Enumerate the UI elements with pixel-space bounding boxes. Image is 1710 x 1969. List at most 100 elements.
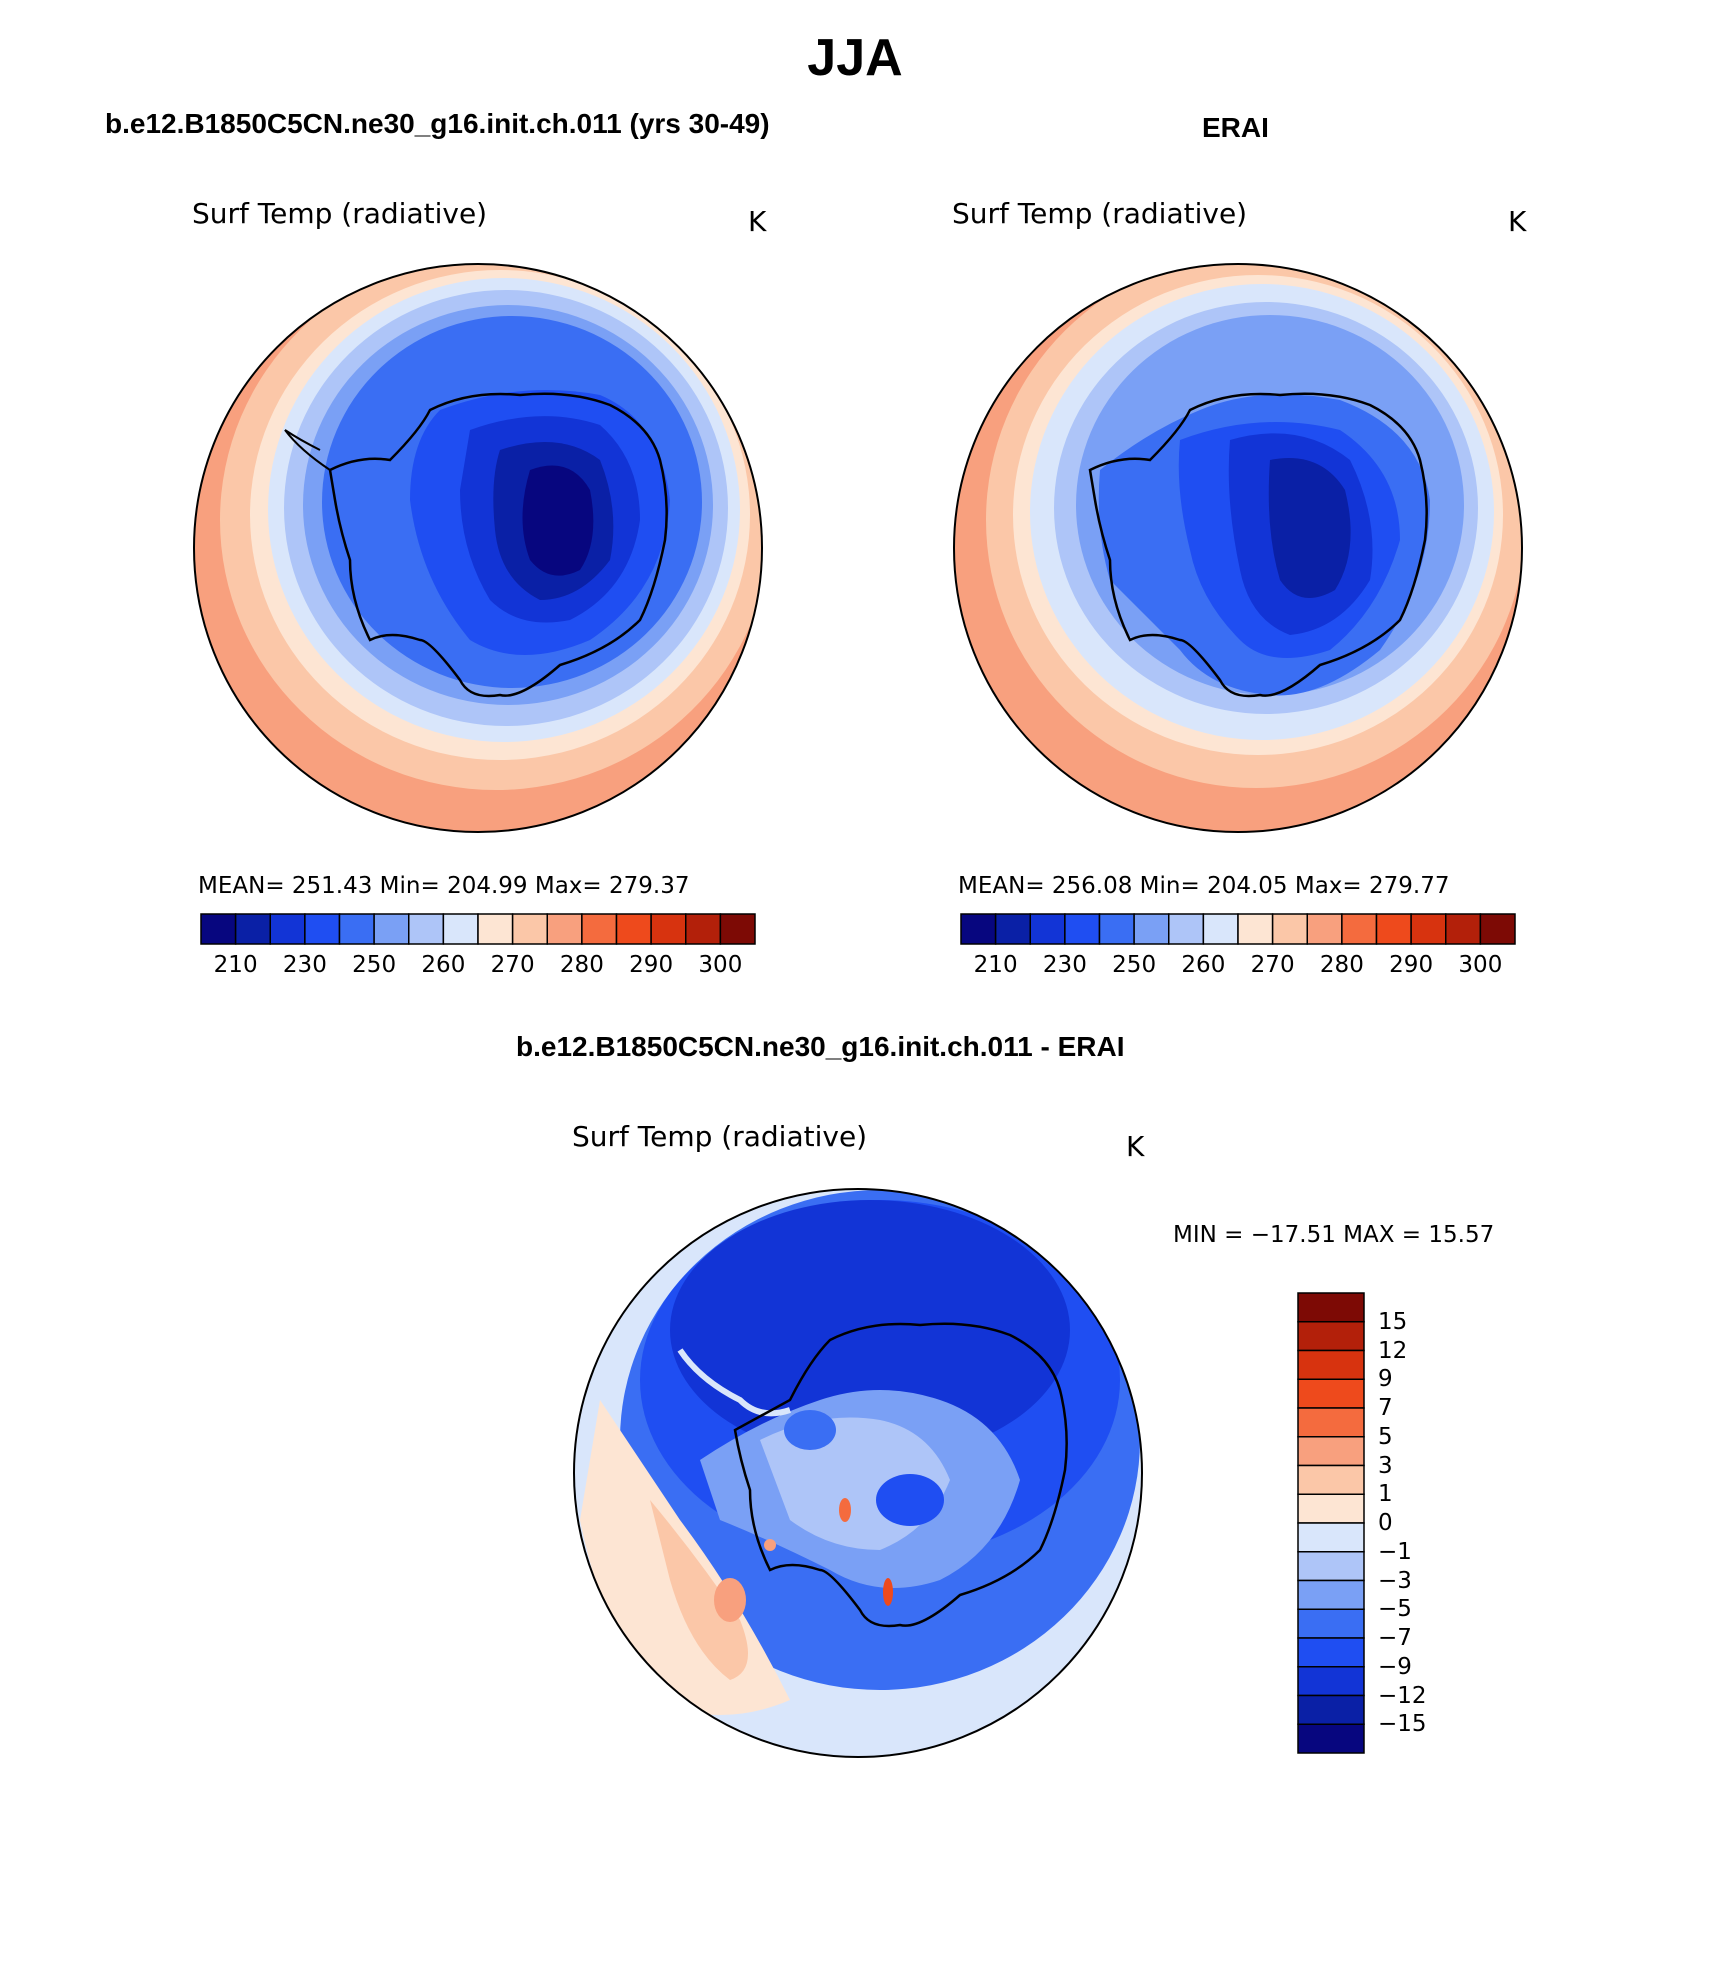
panel-1-colorbar-swatch <box>408 913 445 945</box>
temp-band-210 <box>522 465 594 576</box>
panel-1-colorbar-tick-label: 300 <box>698 952 743 978</box>
panel-2-variable-title: Surf Temp (radiative) <box>952 197 1248 230</box>
panel-3-colorbar-tick-label: −15 <box>1378 1711 1427 1738</box>
panel-2-colorbar-tick-label: 230 <box>1042 952 1087 978</box>
panel-2-colorbar-swatch <box>1341 913 1378 945</box>
ocean-warm-band <box>194 264 762 832</box>
panel-1-colorbar-swatch <box>477 913 514 945</box>
panel-3-colorbar-swatch <box>1297 1694 1365 1725</box>
panel-3-colorbar-swatch <box>1297 1407 1365 1438</box>
panel-3-units: K <box>1126 1130 1145 1163</box>
panel-2-colorbar-swatch <box>994 913 1031 945</box>
temp-band-250 <box>322 316 702 688</box>
panel-3-colorbar-tick-label: 15 <box>1378 1308 1408 1335</box>
panel-3-colorbar-tick-label: 3 <box>1378 1452 1393 1479</box>
temp-band-220 <box>493 442 614 600</box>
temp-band-265 <box>268 278 740 742</box>
panel-3-map-boundary <box>573 1188 1143 1758</box>
panel-2-colorbar-swatch <box>1133 913 1170 945</box>
temp-band-260 <box>284 290 728 726</box>
figure-title: JJA <box>807 29 903 87</box>
panel-3-colorbar-tick-label: −1 <box>1378 1538 1412 1565</box>
panel-1-units: K <box>748 205 767 238</box>
panel-1-variable-title: Surf Temp (radiative) <box>192 197 488 230</box>
panel-1-colorbar-tick-label: 210 <box>213 952 258 978</box>
panel-2-colorbar-tick-label: 290 <box>1389 952 1434 978</box>
panel-2-colorbar-swatch <box>1168 913 1205 945</box>
panel-3-colorbar-swatch <box>1297 1579 1365 1610</box>
temp-band-230 <box>460 416 640 623</box>
panel-1-colorbar-tick-label: 290 <box>629 952 674 978</box>
panel-3-colorbar-swatch <box>1297 1637 1365 1668</box>
panel-3-colorbar-swatch <box>1297 1292 1365 1323</box>
panel-2-colorbar-swatch <box>1479 913 1516 945</box>
panel-2-colorbar-tick-label: 260 <box>1181 952 1226 978</box>
panel-2-colorbar-tick-label: 280 <box>1319 952 1364 978</box>
panel-1-colorbar-swatch <box>685 913 722 945</box>
temp-band-270 <box>250 270 750 760</box>
panel-3-colorbar-tick-label: 9 <box>1378 1366 1393 1393</box>
panel-2-stats: MEAN= 256.08 Min= 204.05 Max= 279.77 <box>958 873 1450 899</box>
panel-1-colorbar-ticks: 210 230 250 260 270 280 290 300 <box>201 952 755 982</box>
panel-1-colorbar <box>200 913 756 945</box>
panel-2-colorbar-swatch <box>1029 913 1066 945</box>
panel-3-colorbar-tick-label: −7 <box>1378 1625 1412 1651</box>
panel-3-colorbar-ticks: 15 12 9 7 5 3 1 0 −1 −3 −5 −7 −9 −12 −15 <box>1378 1293 1458 1753</box>
panel-3-colorbar-tick-label: 1 <box>1378 1481 1393 1508</box>
temp-band-275 <box>220 264 762 790</box>
panel-3-colorbar-tick-label: −3 <box>1378 1567 1412 1594</box>
panel-2-case-title: ERAI <box>1202 112 1269 143</box>
panel-3-stats: MIN = −17.51 MAX = 15.57 <box>1173 1222 1495 1248</box>
panel-3-colorbar-tick-label: 12 <box>1378 1337 1408 1364</box>
panel-1-map-boundary <box>193 263 763 833</box>
panel-1-stats: MEAN= 251.43 Min= 204.99 Max= 279.37 <box>198 873 690 899</box>
panel-3-colorbar-tick-label: −5 <box>1378 1596 1412 1623</box>
panel-2-colorbar-swatch <box>1375 913 1412 945</box>
panel-2-colorbar-swatch <box>1445 913 1482 945</box>
panel-2-colorbar-tick-label: 270 <box>1250 952 1295 978</box>
panel-3-variable-title: Surf Temp (radiative) <box>572 1120 868 1153</box>
panel-3-colorbar-swatch <box>1297 1436 1365 1467</box>
panel-1-colorbar-tick-label: 280 <box>559 952 604 978</box>
panel-3-colorbar-tick-label: 5 <box>1378 1423 1393 1450</box>
panel-3-colorbar-tick-label: −12 <box>1378 1682 1427 1709</box>
panel-1-colorbar-swatch <box>581 913 618 945</box>
panel-3-colorbar-tick-label: 0 <box>1378 1510 1393 1536</box>
panel-3-case-title: b.e12.B1850C5CN.ne30_g16.init.ch.011 - E… <box>516 1031 1125 1062</box>
panel-1-colorbar-swatch <box>719 913 756 945</box>
panel-2-map-boundary <box>953 263 1523 833</box>
panel-3-colorbar-swatch <box>1297 1666 1365 1697</box>
panel-2-colorbar-swatch <box>1271 913 1308 945</box>
panel-3-colorbar-tick-label: −9 <box>1378 1653 1412 1680</box>
panel-1-case-title: b.e12.B1850C5CN.ne30_g16.init.ch.011 (yr… <box>105 108 770 139</box>
panel-3-colorbar-tick-label: 7 <box>1378 1395 1393 1421</box>
panel-2-colorbar-swatch <box>1202 913 1239 945</box>
panel-3-colorbar-swatch <box>1297 1321 1365 1352</box>
panel-1-colorbar-tick-label: 230 <box>282 952 327 978</box>
panel-2-colorbar-tick-label: 210 <box>973 952 1018 978</box>
panel-3-colorbar-swatch <box>1297 1551 1365 1582</box>
panel-2-colorbar-swatch <box>1306 913 1343 945</box>
panel-1-colorbar-swatch <box>269 913 306 945</box>
panel-3-colorbar-swatch <box>1297 1378 1365 1409</box>
panel-2-colorbar-tick-label: 300 <box>1458 952 1503 978</box>
panel-2-colorbar-swatch <box>960 913 997 945</box>
panel-1-colorbar-swatch <box>234 913 271 945</box>
panel-2-colorbar-swatch <box>1064 913 1101 945</box>
panel-1-colorbar-tick-label: 260 <box>421 952 466 978</box>
panel-3-colorbar-swatch <box>1297 1723 1365 1754</box>
panel-3-colorbar-swatch <box>1297 1464 1365 1495</box>
panel-3-colorbar-swatch <box>1297 1608 1365 1639</box>
panel-2-colorbar-swatch <box>1410 913 1447 945</box>
panel-3-colorbar-swatch <box>1297 1349 1365 1380</box>
antarctica-coastline <box>328 392 668 698</box>
panel-2-colorbar-swatch <box>1098 913 1135 945</box>
panel-1-colorbar-tick-label: 250 <box>352 952 397 978</box>
panel-2-colorbar-tick-label: 250 <box>1112 952 1157 978</box>
panel-1-colorbar-swatch <box>304 913 341 945</box>
panel-1-colorbar-swatch <box>200 913 237 945</box>
panel-3-colorbar-swatch <box>1297 1522 1365 1553</box>
panel-2-colorbar-swatch <box>1237 913 1274 945</box>
antarctic-peninsula-coast <box>284 429 331 471</box>
panel-1-colorbar-swatch <box>650 913 687 945</box>
